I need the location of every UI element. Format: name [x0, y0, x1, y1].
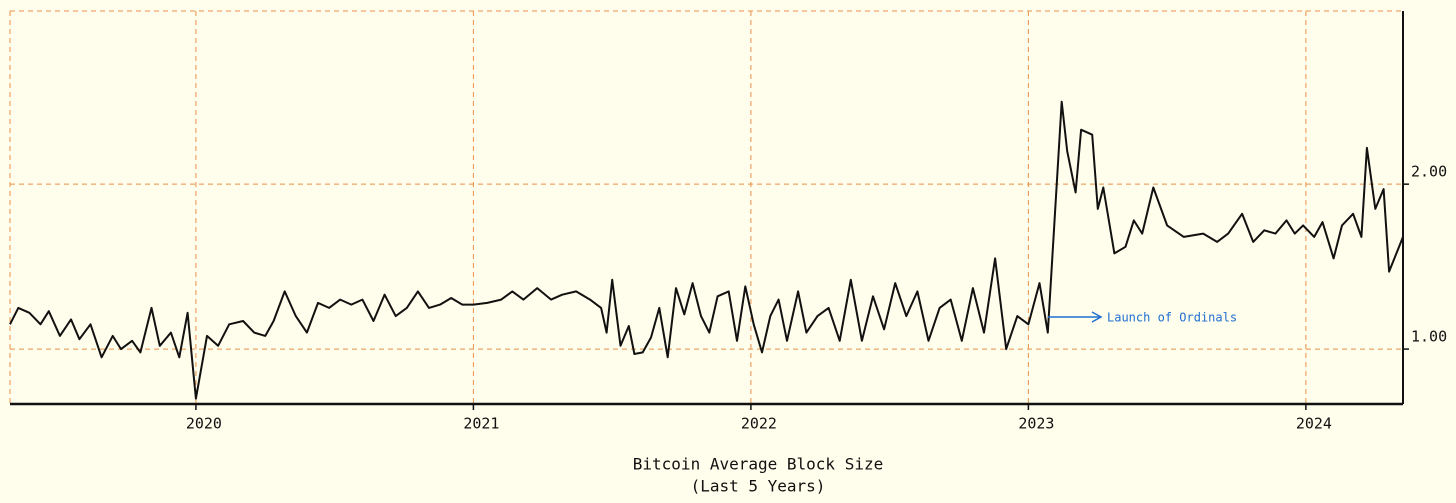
chart-title: Bitcoin Average Block Size [633, 455, 883, 474]
x-tick-label: 2022 [741, 415, 777, 433]
x-tick-label: 2021 [463, 415, 499, 433]
annotation: Launch of Ordinals [1107, 311, 1237, 325]
y-tick-label: 1.00 [1411, 328, 1447, 346]
x-tick-label: 2020 [186, 415, 222, 433]
x-tick-label: 2023 [1018, 415, 1054, 433]
y-tick-label: 2.00 [1411, 163, 1447, 181]
annotation-arrowhead [1091, 311, 1103, 323]
x-tick-label: 2024 [1296, 415, 1332, 433]
chart-subtitle: (Last 5 Years) [691, 477, 826, 496]
data-line [9, 100, 1404, 400]
